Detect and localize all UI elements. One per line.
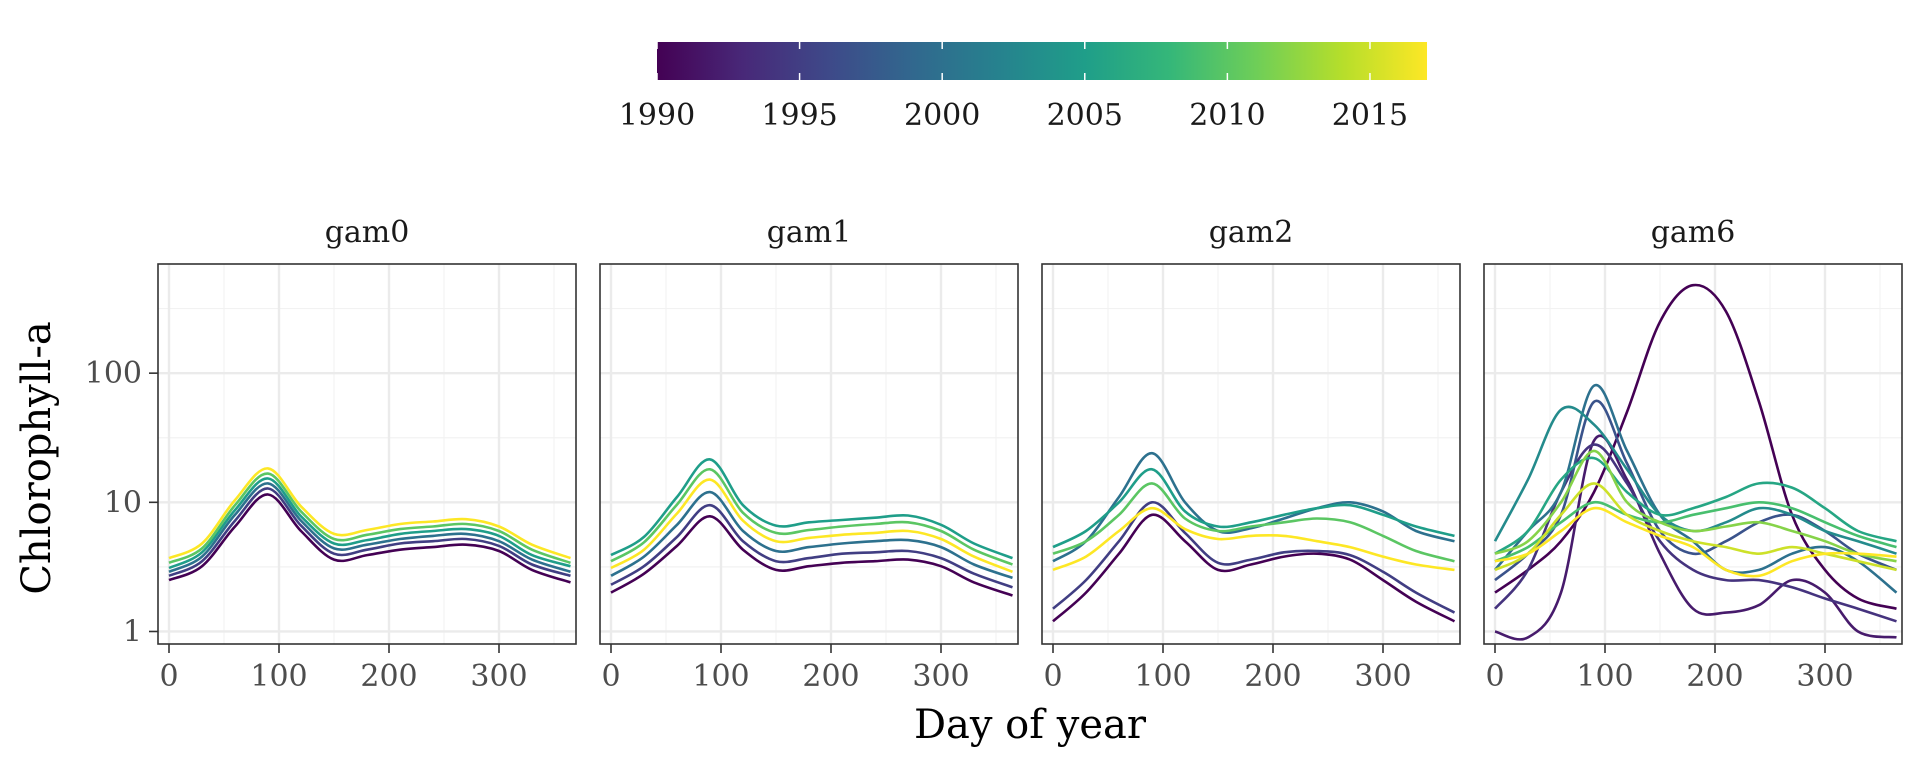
x-tick-label: 200 [360,659,417,694]
series-lines [1052,451,1456,623]
series-line-2005 [610,458,1013,560]
series-line-2017 [1494,506,1897,578]
series-line-2000 [1494,383,1898,594]
series-line-2010 [1052,482,1455,563]
legend-label: 1990 [619,98,695,133]
facet-panel-gam2: gam2 0 100 200 300 [1041,215,1461,694]
series-lines [610,458,1013,597]
facet-panel-gam6: gam6 0 100 200 300 [1483,215,1903,694]
series-line-1990 [610,515,1013,597]
series-lines [1493,283,1898,641]
panel-border [157,263,577,645]
facet-panels: gam0 0 100 200 300 1 10 100 gam1 0 100 200 300 gam2 0 1… [85,215,1903,694]
x-tick-label: 0 [1485,659,1504,694]
x-tick-label: 100 [692,659,749,694]
facet-strip-label: gam2 [1209,215,1294,250]
facet-panel-gam0: gam0 0 100 200 300 1 10 100 [85,215,577,694]
series-line-1994 [1494,443,1897,623]
panel-border [1041,263,1461,645]
legend-label: 2015 [1332,98,1408,133]
legend-label: 1995 [761,98,837,133]
y-axis-title: Chlorophyll-a [14,321,60,594]
series-line-1995 [610,503,1013,589]
series-line-2010 [610,468,1013,566]
series-line-1990 [1494,283,1897,610]
x-tick-label: 0 [1043,659,1062,694]
y-tick-label: 100 [85,356,142,391]
y-tick-label: 10 [104,485,142,520]
panel-border [599,263,1019,645]
x-tick-label: 100 [1576,659,1633,694]
x-tick-label: 0 [601,659,620,694]
series-line-2017 [610,478,1013,574]
series-line-1992 [1494,434,1897,641]
x-tick-label: 300 [1354,659,1411,694]
legend-label: 2000 [904,98,980,133]
series-line-2009 [1494,500,1897,563]
legend-colorbar [657,42,1427,80]
color-legend: 1990 1995 2000 2005 2010 2015 [619,42,1427,133]
series-line-2017 [1052,506,1455,572]
series-line-2000 [1052,451,1455,563]
series-lines [168,467,571,584]
series-line-2017 [168,467,571,560]
x-tick-label: 300 [1796,659,1853,694]
legend-label: 2010 [1189,98,1265,133]
series-line-1995 [168,487,571,578]
facet-strip-label: gam0 [325,215,410,250]
legend-ticks [656,42,1371,80]
x-tick-label: 300 [470,659,527,694]
series-line-2010 [168,472,571,565]
series-line-2006 [1494,456,1897,555]
series-line-1990 [168,493,571,584]
x-tick-label: 200 [802,659,859,694]
series-line-1995 [1052,501,1456,614]
series-line-2005 [168,477,571,570]
x-tick-label: 100 [1134,659,1191,694]
legend-label: 2005 [1047,98,1123,133]
series-line-2000 [168,482,571,574]
x-axis-title: Day of year [914,702,1147,748]
panel-border [1483,263,1903,645]
facet-panel-gam1: gam1 0 100 200 300 [599,215,1019,694]
facet-strip-label: gam6 [1651,215,1736,250]
x-tick-label: 300 [912,659,969,694]
series-line-1990 [1052,513,1456,623]
x-tick-label: 0 [159,659,178,694]
x-tick-label: 200 [1686,659,1743,694]
y-tick-label: 1 [123,614,142,649]
facet-strip-label: gam1 [767,215,852,250]
legend-labels: 1990 1995 2000 2005 2010 2015 [619,98,1408,133]
series-line-2012 [1494,449,1897,563]
x-tick-label: 200 [1244,659,1301,694]
series-line-2005 [1052,468,1455,549]
x-tick-label: 100 [250,659,307,694]
series-line-2000 [610,490,1013,580]
